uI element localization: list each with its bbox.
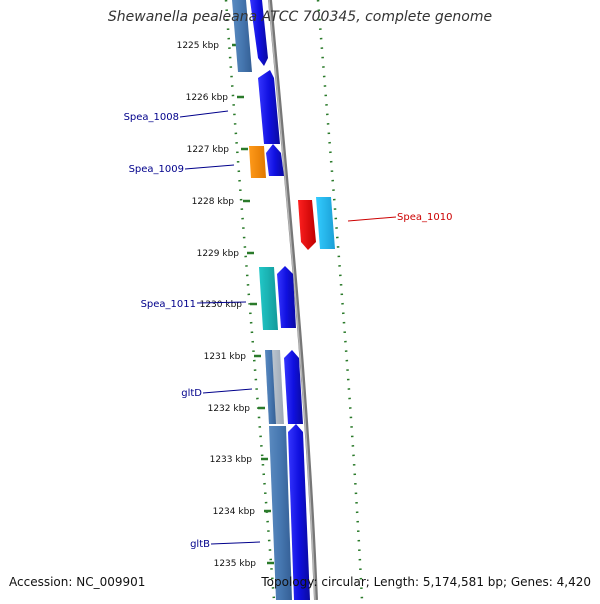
genome-backbone-highlight [268, 0, 316, 601]
gene-label-leader [347, 216, 397, 222]
tick-label: 1227 kbp [187, 145, 230, 155]
gene-label-leader [196, 301, 247, 304]
cds-arrow[interactable] [277, 266, 296, 328]
cds-block[interactable] [249, 146, 266, 178]
cds-arrow[interactable] [298, 200, 316, 250]
cds-arrow[interactable] [258, 70, 280, 144]
genome-summary: Topology: circular; Length: 5,174,581 bp… [261, 575, 591, 589]
cds-block[interactable] [265, 350, 276, 424]
cds-block[interactable] [259, 267, 278, 330]
tick-label: 1229 kbp [197, 249, 240, 259]
gene-labels: Spea_1008 Spea_1009 Spea_1010 Spea_1011 gltD… [124, 110, 452, 550]
gene-label-spea_1009[interactable]: Spea_1009 [129, 164, 184, 175]
genome-title: Shewanella pealeana ATCC 700345, complet… [107, 9, 493, 25]
gene-label-spea_1011[interactable]: Spea_1011 [141, 299, 196, 310]
gene-features [232, 0, 335, 600]
gene-label-gltb[interactable]: gltB [190, 539, 210, 550]
tick-label: 1234 kbp [213, 507, 256, 517]
tick-label: 1231 kbp [204, 352, 247, 362]
tick-label: 1226 kbp [186, 93, 229, 103]
gene-label-leader [184, 164, 235, 170]
gene-label-spea_1008[interactable]: Spea_1008 [124, 112, 179, 123]
accession-label: Accession: NC_009901 [9, 575, 146, 589]
gene-label-leader [202, 388, 253, 394]
tick-marks [232, 43, 274, 565]
cds-arrow[interactable] [250, 0, 268, 66]
cds-block[interactable] [269, 426, 292, 600]
tick-label: 1235 kbp [214, 559, 257, 569]
gene-label-spea_1010[interactable]: Spea_1010 [397, 212, 452, 223]
cds-block[interactable] [232, 0, 252, 72]
cds-arrow[interactable] [284, 350, 303, 424]
outer-tick-track [316, 0, 364, 601]
cds-arrow[interactable] [266, 144, 284, 176]
gene-label-leader [210, 541, 261, 545]
gene-label-gltd[interactable]: gltD [181, 388, 202, 399]
tick-label: 1232 kbp [208, 404, 251, 414]
tick-label: 1233 kbp [210, 455, 253, 465]
tick-label: 1228 kbp [192, 197, 235, 207]
tick-labels: 1225 kbp 1226 kbp 1227 kbp 1228 kbp 1229 kbp… [177, 41, 257, 569]
genome-backbone [268, 0, 318, 601]
tick-label: 1225 kbp [177, 41, 220, 51]
cds-arrow[interactable] [288, 424, 310, 600]
tick-label: 1230 kbp [200, 300, 243, 310]
cds-block[interactable] [316, 197, 335, 249]
gene-label-leader [179, 110, 229, 118]
